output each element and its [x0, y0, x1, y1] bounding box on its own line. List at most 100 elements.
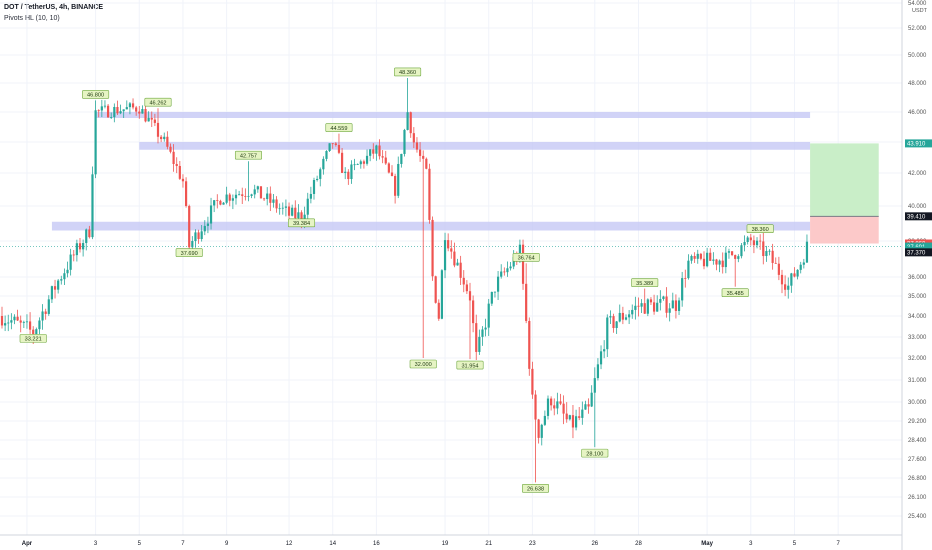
candle: [216, 200, 219, 201]
candle: [110, 117, 113, 118]
pivot-label: 35.485: [721, 288, 749, 297]
candle: [244, 195, 247, 197]
candle: [284, 206, 288, 208]
candle: [394, 175, 397, 196]
y-tick-label: 35.000: [908, 294, 927, 300]
candle: [7, 322, 10, 324]
candle: [562, 403, 565, 414]
candle: [796, 269, 799, 277]
candle: [609, 316, 612, 318]
candle: [581, 409, 584, 418]
candle: [543, 415, 546, 425]
candle: [755, 240, 759, 246]
candle: [82, 243, 85, 250]
pivot-label-box: [456, 360, 484, 370]
pivot-label: 33.221: [19, 334, 47, 343]
candle: [13, 316, 16, 321]
candle: [300, 212, 303, 222]
candle: [506, 268, 509, 273]
candle: [353, 164, 356, 166]
x-tick-label: 21: [485, 541, 492, 547]
candle: [231, 198, 234, 201]
candle: [718, 260, 721, 265]
candle: [184, 181, 188, 206]
pivot-label: 39.384: [288, 218, 316, 228]
candle: [465, 284, 468, 292]
candle: [334, 143, 337, 145]
candle: [684, 278, 687, 279]
y-tick-label: 29.200: [908, 419, 927, 425]
pivot-label: 35.389: [631, 278, 659, 287]
candle: [197, 232, 200, 240]
candle: [453, 251, 456, 266]
candle: [578, 416, 581, 418]
x-tick-label: 12: [286, 541, 293, 547]
pivot-label-box: [721, 288, 749, 297]
candle: [60, 279, 63, 281]
price-label: 37.370: [905, 248, 932, 257]
pivot-label-text: 28.100: [586, 451, 603, 457]
pivot-label-text: 26.638: [527, 487, 544, 493]
candle: [375, 145, 378, 154]
y-tick-label: 30.000: [908, 400, 927, 406]
candle: [181, 178, 185, 182]
candle: [746, 237, 749, 243]
candle: [144, 109, 147, 122]
pivot-label-text: 44.559: [330, 126, 347, 132]
resistance-zone: [95, 112, 811, 118]
y-tick-label: 42.000: [908, 171, 927, 177]
candle: [749, 237, 752, 241]
candle: [362, 161, 366, 164]
candle: [593, 378, 596, 393]
candle: [100, 106, 103, 111]
candle: [431, 219, 434, 277]
price-label-box: [905, 212, 932, 221]
candle: [634, 305, 637, 310]
candle: [768, 250, 771, 252]
indicator-label[interactable]: Pivots HL (10, 10): [4, 15, 60, 22]
candle: [172, 151, 175, 165]
y-axis-unit: USDT: [912, 8, 928, 14]
candle: [85, 229, 88, 244]
pivot-label: 42.757: [234, 150, 262, 160]
candle: [306, 198, 309, 215]
candle: [175, 164, 178, 166]
candle: [38, 320, 41, 330]
candle: [91, 174, 94, 238]
pivot-label-text: 35.389: [636, 281, 653, 287]
pivot-label-text: 36.764: [518, 256, 535, 262]
candle: [266, 193, 269, 200]
x-tick-label: 9: [225, 541, 229, 547]
candle: [615, 321, 618, 329]
candle: [337, 144, 341, 153]
candle: [712, 259, 715, 261]
candle: [500, 271, 503, 277]
candle: [590, 392, 593, 407]
candle: [269, 193, 272, 203]
pivot-label-text: 39.384: [293, 221, 310, 227]
candle: [556, 401, 559, 409]
candle: [447, 240, 450, 249]
x-tick-label: 16: [373, 541, 380, 547]
candle: [759, 240, 762, 242]
candle: [584, 404, 587, 410]
candle: [677, 300, 681, 311]
candle: [721, 260, 724, 268]
candle: [325, 150, 328, 159]
pivot-label: 26.638: [522, 484, 550, 493]
candle: [147, 117, 150, 122]
candle: [69, 254, 72, 270]
target-zone: [810, 143, 879, 217]
candle: [10, 320, 13, 323]
pivot-label-text: 37.690: [181, 251, 198, 257]
candle: [481, 329, 484, 337]
candle: [219, 200, 222, 205]
candle: [752, 240, 756, 246]
candle: [253, 189, 256, 195]
candle: [356, 164, 359, 165]
candle: [350, 164, 353, 180]
candle: [606, 317, 609, 350]
candle: [63, 273, 66, 280]
candle: [740, 245, 743, 257]
